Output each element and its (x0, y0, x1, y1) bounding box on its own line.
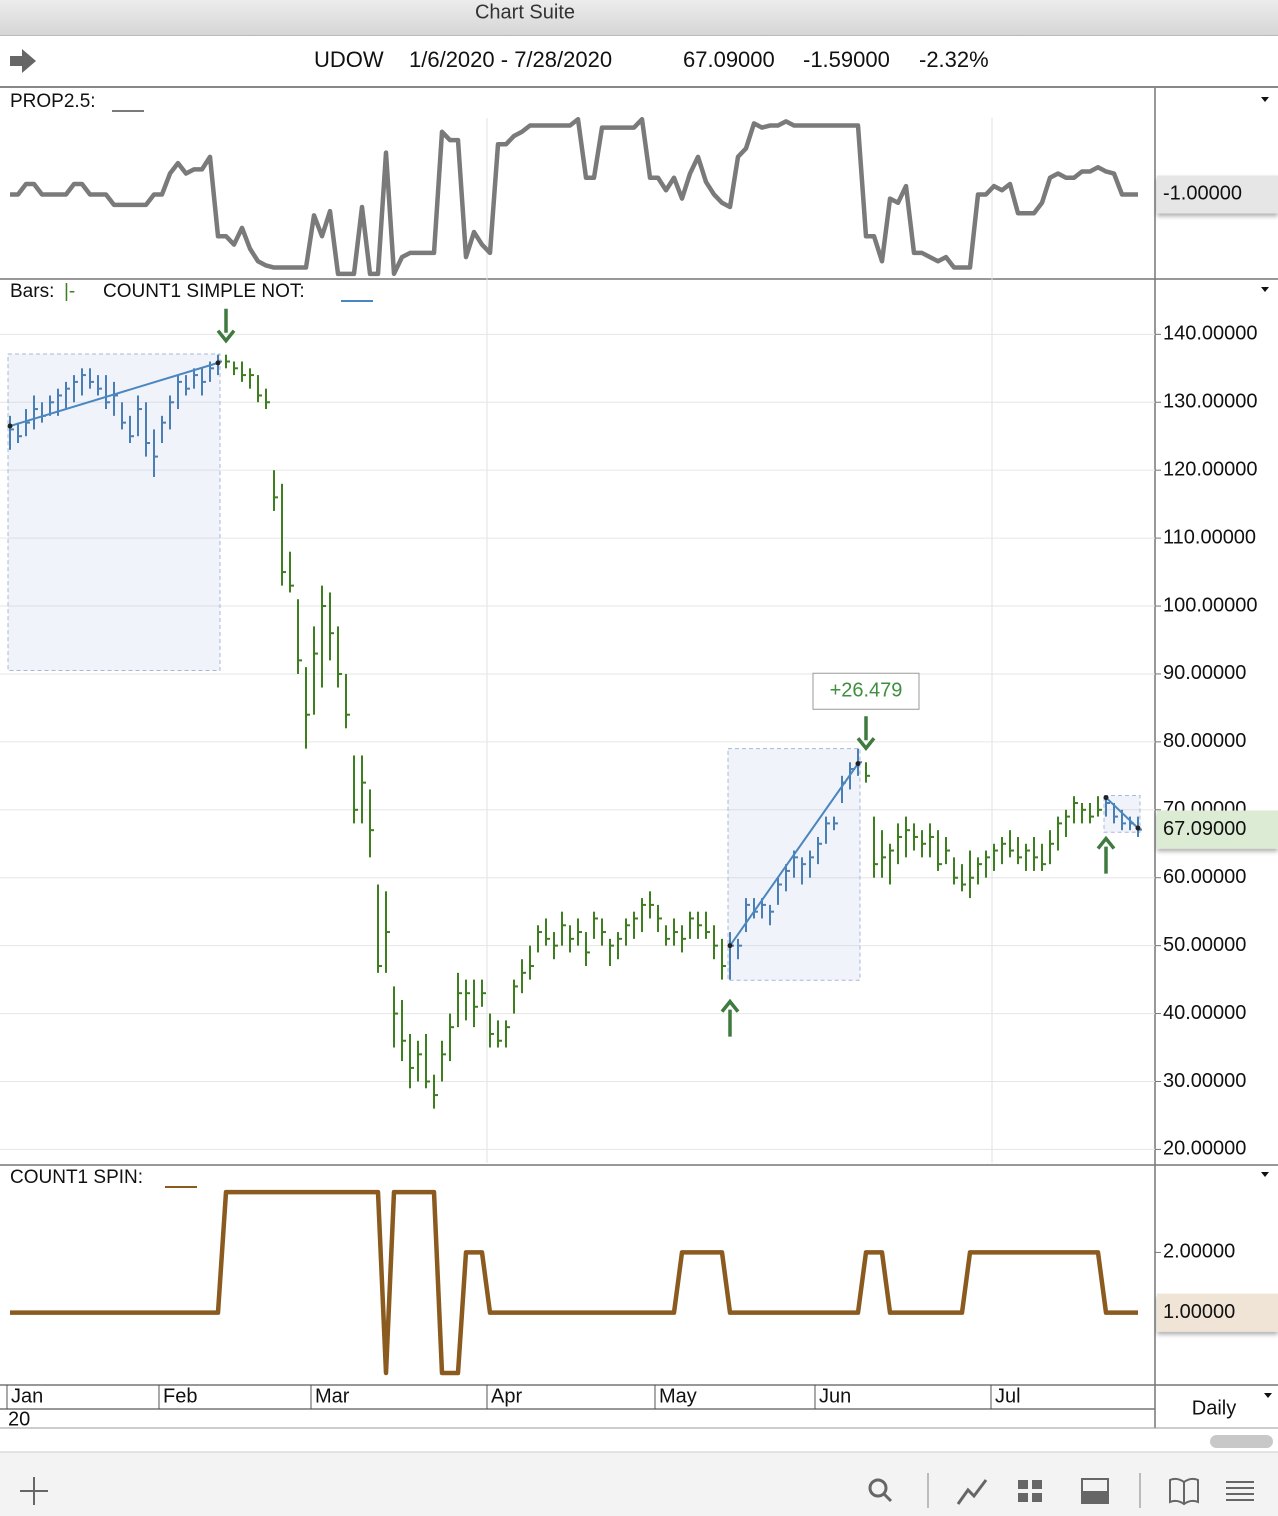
toolbar (0, 1452, 1278, 1516)
panel-button[interactable] (1081, 1478, 1109, 1504)
trend-line (9, 361, 219, 427)
last-value-label: 1.00000 (1163, 1301, 1235, 1323)
x-tick-label: Jun (819, 1385, 851, 1407)
chart-type-button[interactable] (956, 1479, 988, 1505)
x-tick-label: Jul (995, 1385, 1021, 1407)
last-value-label: -1.00000 (1163, 183, 1242, 205)
trend-line (1105, 796, 1139, 829)
trend-point (727, 943, 733, 949)
y-tick-label: 120.00000 (1163, 458, 1258, 480)
change-pct: -2.32% (919, 47, 989, 72)
bars-style: |- (64, 281, 75, 302)
y-tick-label: 140.00000 (1163, 323, 1258, 345)
layout-button[interactable] (1018, 1480, 1042, 1502)
window-title: Chart Suite (475, 1, 575, 23)
panel-menu[interactable] (1261, 1172, 1269, 1177)
y-tick-label: 80.00000 (1163, 730, 1246, 752)
panel-label: COUNT1 SPIN: (10, 1167, 143, 1188)
trend-point (1135, 825, 1141, 831)
last-value-box (1157, 810, 1278, 849)
panel-label: Bars: (10, 281, 54, 302)
last-value-box (1157, 175, 1278, 214)
scrollbar[interactable] (1210, 1435, 1273, 1448)
trend-point (7, 423, 13, 429)
y-tick-label: 20.00000 (1163, 1138, 1246, 1160)
y-tick-label: 90.00000 (1163, 662, 1246, 684)
last-value-label: 67.09000 (1163, 818, 1246, 840)
annotation: +26.479 (830, 680, 903, 702)
book-button[interactable] (1169, 1477, 1199, 1506)
y-tick-label: 2.00000 (1163, 1241, 1235, 1263)
toolbar-icons (20, 1473, 1254, 1508)
date-range: 1/6/2020 - 7/28/2020 (409, 47, 612, 72)
x-tick-label: Mar (315, 1385, 350, 1407)
last-value-box (1157, 1293, 1278, 1332)
panel-label: COUNT1 SIMPLE NOT: (103, 281, 305, 302)
signal-arrow (1096, 835, 1116, 874)
search-button[interactable] (868, 1478, 893, 1503)
annotation-box (812, 672, 920, 710)
panel-menu[interactable] (1261, 287, 1269, 292)
symbol: UDOW (314, 47, 384, 72)
y-tick-label: 30.00000 (1163, 1070, 1246, 1092)
trend-point (1103, 795, 1109, 801)
x-tick-label: Feb (163, 1385, 197, 1407)
series-line (10, 1189, 1138, 1376)
year-label: 20 (8, 1408, 30, 1430)
x-tick-label: May (659, 1385, 697, 1407)
panel-label: PROP2.5: (10, 91, 96, 112)
go-button[interactable] (10, 49, 36, 73)
y-tick-label: 100.00000 (1163, 594, 1258, 616)
trend-line (729, 763, 859, 947)
period-menu[interactable] (1264, 1393, 1272, 1398)
menu-button[interactable] (1226, 1481, 1254, 1501)
title-bar (0, 0, 1278, 35)
trend-point (855, 761, 861, 767)
add-button[interactable] (20, 1477, 48, 1505)
y-tick-label: 40.00000 (1163, 1002, 1246, 1024)
y-tick-label: 60.00000 (1163, 866, 1246, 888)
signal-arrow (720, 998, 740, 1037)
x-tick-label: Apr (491, 1385, 522, 1407)
y-tick-label: 110.00000 (1163, 526, 1256, 548)
change: -1.59000 (803, 47, 890, 72)
trend-point (215, 360, 221, 366)
x-tick-label: Jan (11, 1385, 43, 1407)
signal-arrow (216, 308, 236, 344)
panel-menus (1261, 97, 1272, 1398)
y-tick-label: 50.00000 (1163, 934, 1246, 956)
last-price: 67.09000 (683, 47, 775, 72)
period[interactable]: Daily (1192, 1397, 1236, 1419)
signal-arrow (856, 716, 876, 752)
y-tick-label: 130.00000 (1163, 391, 1258, 413)
panel-menu[interactable] (1261, 97, 1269, 102)
header: UDOW 1/6/2020 - 7/28/2020 67.09000 -1.59… (314, 47, 989, 72)
series-line (10, 116, 1138, 277)
